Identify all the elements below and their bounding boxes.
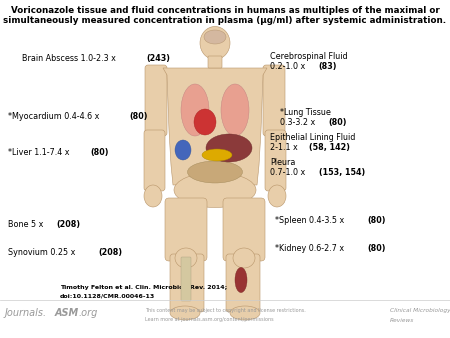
Text: Learn more at journals.asm.org/content/permissions: Learn more at journals.asm.org/content/p… <box>145 317 274 322</box>
Text: 2-1.1 x: 2-1.1 x <box>270 143 300 152</box>
Ellipse shape <box>174 172 256 208</box>
Text: (83): (83) <box>319 62 337 71</box>
FancyBboxPatch shape <box>144 130 165 191</box>
Text: (80): (80) <box>129 112 148 121</box>
FancyBboxPatch shape <box>265 130 286 191</box>
Text: 0.7-1.0 x: 0.7-1.0 x <box>270 168 308 177</box>
Ellipse shape <box>181 84 209 136</box>
Text: Reviews: Reviews <box>390 318 414 323</box>
Text: (80): (80) <box>368 216 386 225</box>
Text: (80): (80) <box>90 148 109 157</box>
Text: ASM: ASM <box>55 308 79 318</box>
FancyBboxPatch shape <box>145 65 167 136</box>
Text: *Liver 1.1-7.4 x: *Liver 1.1-7.4 x <box>8 148 72 157</box>
FancyBboxPatch shape <box>263 65 285 136</box>
Text: (80): (80) <box>328 118 347 127</box>
Text: simultaneously measured concentration in plasma (μg/ml) after systemic administr: simultaneously measured concentration in… <box>4 16 446 25</box>
Text: (208): (208) <box>57 220 81 229</box>
FancyBboxPatch shape <box>165 198 207 261</box>
Text: Brain Abscess 1.0-2.3 x: Brain Abscess 1.0-2.3 x <box>22 54 118 63</box>
Text: Timothy Felton et al. Clin. Microbiol. Rev. 2014;: Timothy Felton et al. Clin. Microbiol. R… <box>60 285 227 290</box>
Ellipse shape <box>204 30 226 44</box>
Text: Journals.: Journals. <box>5 308 47 318</box>
Text: (208): (208) <box>98 248 122 257</box>
Ellipse shape <box>144 185 162 207</box>
Ellipse shape <box>175 248 197 268</box>
Text: Synovium 0.25 x: Synovium 0.25 x <box>8 248 78 257</box>
Polygon shape <box>163 68 267 185</box>
Text: Cerebrospinal Fluid: Cerebrospinal Fluid <box>270 52 347 61</box>
Text: *Spleen 0.4-3.5 x: *Spleen 0.4-3.5 x <box>275 216 347 225</box>
FancyBboxPatch shape <box>208 56 222 68</box>
Ellipse shape <box>235 267 247 292</box>
Text: 0.3-3.2 x: 0.3-3.2 x <box>280 118 318 127</box>
Ellipse shape <box>200 26 230 59</box>
Text: 0.2-1.0 x: 0.2-1.0 x <box>270 62 308 71</box>
Ellipse shape <box>175 140 191 160</box>
Ellipse shape <box>221 84 249 136</box>
FancyBboxPatch shape <box>223 198 265 261</box>
FancyBboxPatch shape <box>226 254 260 312</box>
Text: (80): (80) <box>367 244 386 253</box>
Text: *Myocardium 0.4-4.6 x: *Myocardium 0.4-4.6 x <box>8 112 102 121</box>
FancyBboxPatch shape <box>181 257 191 301</box>
Text: Bone 5 x: Bone 5 x <box>8 220 46 229</box>
Text: This content may be subject to copyright and license restrictions.: This content may be subject to copyright… <box>145 308 306 313</box>
FancyBboxPatch shape <box>170 254 204 312</box>
Ellipse shape <box>188 161 243 183</box>
Text: .org: .org <box>78 308 97 318</box>
Ellipse shape <box>268 185 286 207</box>
Text: (243): (243) <box>146 54 171 63</box>
Ellipse shape <box>233 248 255 268</box>
Text: *Kidney 0.6-2.7 x: *Kidney 0.6-2.7 x <box>275 244 346 253</box>
Ellipse shape <box>230 306 260 320</box>
Text: (153, 154): (153, 154) <box>319 168 365 177</box>
Text: (58, 142): (58, 142) <box>309 143 350 152</box>
Text: Epithelial Lining Fluid: Epithelial Lining Fluid <box>270 133 356 142</box>
Text: doi:10.1128/CMR.00046-13: doi:10.1128/CMR.00046-13 <box>60 294 155 299</box>
Text: Voriconazole tissue and fluid concentrations in humans as multiples of the maxim: Voriconazole tissue and fluid concentrat… <box>11 6 439 15</box>
Text: Clinical Microbiology: Clinical Microbiology <box>390 308 450 313</box>
Ellipse shape <box>202 149 232 161</box>
Ellipse shape <box>170 306 200 320</box>
Text: *Lung Tissue: *Lung Tissue <box>280 108 331 117</box>
Ellipse shape <box>194 109 216 135</box>
Text: Pleura: Pleura <box>270 158 295 167</box>
Ellipse shape <box>206 134 252 162</box>
